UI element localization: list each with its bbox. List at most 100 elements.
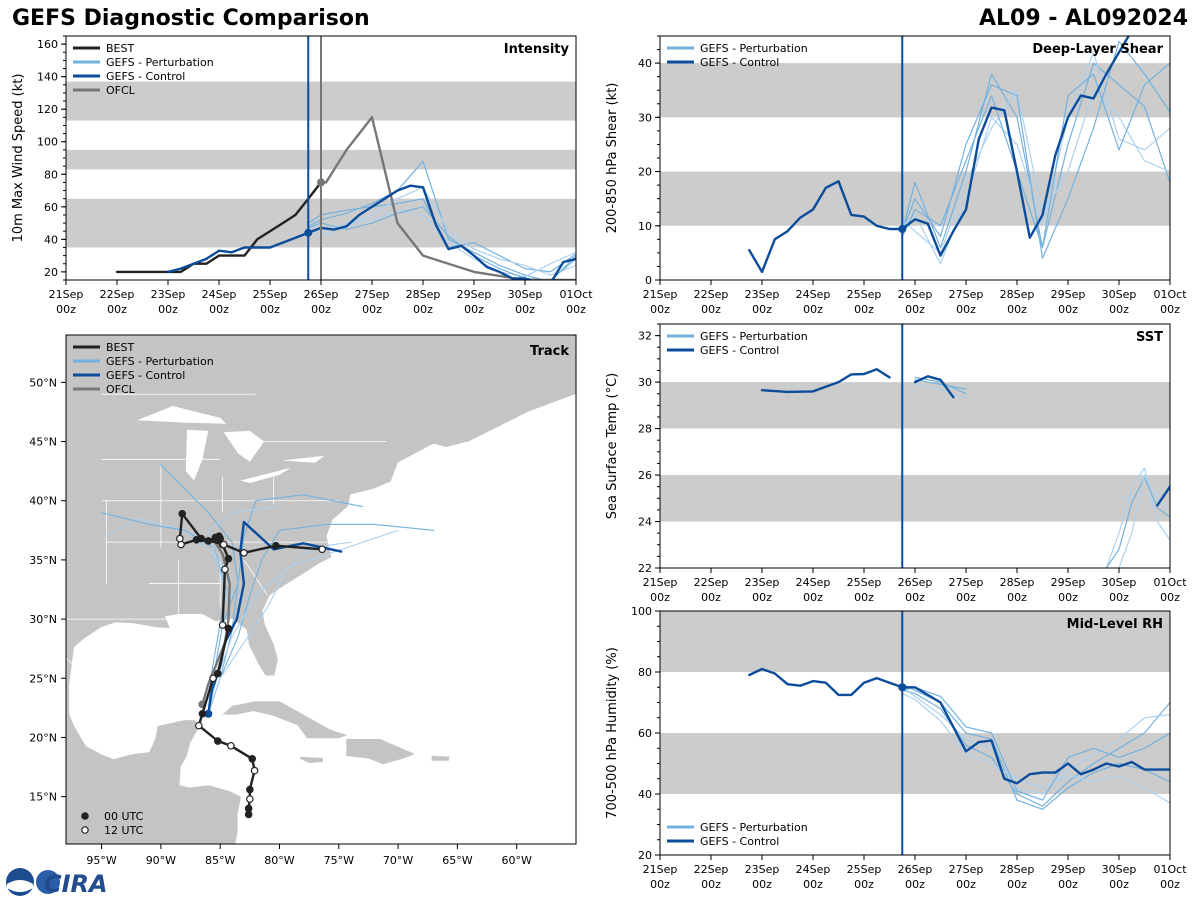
legend-marker-00utc <box>81 812 89 820</box>
axes-frame <box>659 323 1171 569</box>
x-tick-label-hour: 00z <box>107 303 127 316</box>
x-tick-label: 21Sep <box>643 863 678 876</box>
y-tick-label: 20 <box>638 166 652 179</box>
best-point-12utc <box>227 741 235 750</box>
legend-entry: GEFS - Perturbation <box>700 330 808 343</box>
x-tick-label-hour: 00z <box>515 303 535 316</box>
best-point-00utc <box>204 537 213 545</box>
y-tick-label: 30 <box>638 111 652 124</box>
perturbation-line <box>901 51 1170 265</box>
x-tick-label: 23Sep <box>745 288 780 301</box>
y-tick-label: 0 <box>645 274 652 287</box>
great-lake <box>240 467 292 483</box>
control-line <box>913 375 955 399</box>
best-point-12utc <box>195 721 203 730</box>
perturbation-line <box>307 160 576 280</box>
panel-shear: 0 10 20 30 40 21Sep 00z 22Sep 00z 23Sep 00z 24Sep 00… <box>605 35 1187 316</box>
lat-tick-label: 20°N <box>29 731 57 744</box>
lat-tick-label: 50°N <box>29 376 57 389</box>
x-tick-label-hour: 00z <box>854 878 874 891</box>
x-tick-label: 23Sep <box>745 863 780 876</box>
best-point-00utc <box>272 541 280 550</box>
x-tick-label: 21Sep <box>49 288 84 301</box>
ofcl-line <box>319 116 576 280</box>
lat-tick-label: 45°N <box>29 436 57 449</box>
legend-entry: BEST <box>106 42 134 55</box>
x-tick-label: 26Sep <box>898 576 933 589</box>
x-tick-label: 01Oct <box>559 288 593 301</box>
map-area <box>66 335 576 844</box>
perturbation-track <box>160 464 239 715</box>
best-point-00utc <box>214 737 222 745</box>
best-point-00utc <box>178 509 187 518</box>
perturbation-line <box>901 89 1170 254</box>
y-tick-label: 30 <box>638 376 652 389</box>
best-point-00utc <box>198 709 207 718</box>
x-tick-label: 01Oct <box>1153 863 1187 876</box>
y-tick-label: 40 <box>638 57 652 70</box>
x-tick-label: 28Sep <box>406 288 441 301</box>
puerto-rico <box>430 754 451 762</box>
x-tick-label-hour: 00z <box>650 591 670 604</box>
shade-band <box>660 475 1170 522</box>
x-tick-label: 29Sep <box>1051 576 1086 589</box>
x-tick-label-hour: 00z <box>1058 878 1078 891</box>
best-point-00utc <box>224 624 233 633</box>
x-tick-label-hour: 00z <box>701 303 721 316</box>
x-tick-label: 29Sep <box>457 288 492 301</box>
x-tick-label: 29Sep <box>1051 288 1086 301</box>
x-tick-label-hour: 00z <box>803 591 823 604</box>
x-tick-label: 22Sep <box>694 288 729 301</box>
x-tick-label: 27Sep <box>949 576 984 589</box>
lon-tick-label: 70°W <box>383 854 413 867</box>
x-tick-label-hour: 00z <box>956 303 976 316</box>
page-title: GEFS Diagnostic Comparison <box>12 6 370 31</box>
x-tick-label: 24Sep <box>202 288 237 301</box>
perturbation-track <box>207 523 435 715</box>
legend-entry: GEFS - Control <box>106 70 185 83</box>
legend-entry: GEFS - Perturbation <box>106 355 214 368</box>
x-tick-label-hour: 00z <box>956 878 976 891</box>
jamaica <box>299 755 324 764</box>
panel-track: 95°W 90°W 85°W 80°W 75°W 70°W 65°W 60°W 15°N 20°N… <box>29 334 577 867</box>
best-point-00utc <box>211 533 220 542</box>
cuba <box>220 700 350 739</box>
x-tick-label: 24Sep <box>796 288 831 301</box>
x-tick-label-hour: 00z <box>1160 878 1180 891</box>
legend-entry: GEFS - Perturbation <box>700 42 808 55</box>
panel-title: Mid-Level RH <box>1067 617 1163 632</box>
x-tick-label: 26Sep <box>304 288 339 301</box>
lat-tick-label: 35°N <box>29 554 57 567</box>
x-tick-label: 01Oct <box>1153 288 1187 301</box>
lat-tick-label: 30°N <box>29 613 57 626</box>
shade-band <box>660 382 1170 429</box>
legend-entry: BEST <box>106 341 134 354</box>
lat-tick-label: 40°N <box>29 495 57 508</box>
x-tick-label-hour: 00z <box>1007 591 1027 604</box>
x-tick-label-hour: 00z <box>701 591 721 604</box>
y-tick-label: 26 <box>638 469 652 482</box>
best-point-00utc <box>244 804 253 813</box>
x-tick-label-hour: 00z <box>854 303 874 316</box>
marker-legend-entry: 00 UTC <box>104 810 144 823</box>
plot-area <box>660 324 1170 568</box>
x-tick-label-hour: 00z <box>752 591 772 604</box>
control-init-point <box>898 683 907 692</box>
x-tick-label: 30Sep <box>1102 576 1137 589</box>
cira-globe-icon <box>36 870 60 894</box>
legend-entry: GEFS - Perturbation <box>700 821 808 834</box>
x-tick-label-hour: 00z <box>260 303 280 316</box>
plot-area <box>660 611 1170 855</box>
y-axis-label: 200-850 hPa Shear (kt) <box>605 83 620 234</box>
x-tick-label: 28Sep <box>1000 576 1035 589</box>
x-tick-label-hour: 00z <box>566 303 586 316</box>
x-tick-label: 21Sep <box>643 288 678 301</box>
legend-entry: OFCL <box>106 84 136 97</box>
x-tick-label-hour: 00z <box>1007 303 1027 316</box>
y-tick-label: 40 <box>638 788 652 801</box>
great-lake <box>137 406 227 424</box>
